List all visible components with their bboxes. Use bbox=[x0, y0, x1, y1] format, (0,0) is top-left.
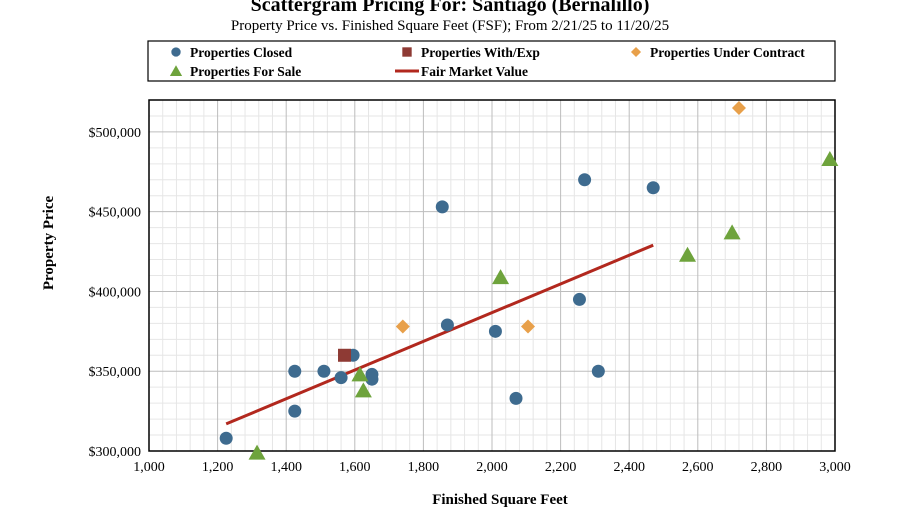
y-tick-label: $300,000 bbox=[89, 445, 142, 460]
series-properties-with-exp bbox=[338, 348, 352, 362]
legend-item-properties-under-contract: Properties Under Contract bbox=[630, 45, 805, 60]
x-tick-label: 2,600 bbox=[682, 460, 714, 475]
properties-closed-point bbox=[509, 391, 523, 405]
properties-under-contract-point bbox=[731, 100, 746, 115]
properties-under-contract-point bbox=[521, 319, 536, 334]
legend-label: Properties Closed bbox=[190, 45, 293, 60]
y-tick-label: $400,000 bbox=[89, 285, 142, 300]
chart-title: Scattergram Pricing For: Santiago (Berna… bbox=[250, 0, 650, 16]
x-tick-label: 1,200 bbox=[202, 460, 234, 475]
x-tick-label: 2,200 bbox=[545, 460, 577, 475]
x-tick-label: 1,400 bbox=[270, 460, 302, 475]
legend-label: Properties Under Contract bbox=[650, 45, 805, 60]
properties-for-sale-point bbox=[492, 269, 510, 285]
properties-for-sale-point bbox=[354, 382, 372, 398]
x-tick-label: 1,600 bbox=[339, 460, 371, 475]
legend-item-properties-closed: Properties Closed bbox=[171, 45, 293, 60]
properties-closed-point bbox=[219, 431, 233, 445]
y-axis-title: Property Price bbox=[41, 196, 57, 291]
properties-closed-point bbox=[646, 181, 660, 195]
legend: Properties Closed Properties With/Exp Prop… bbox=[147, 40, 836, 82]
properties-for-sale-point bbox=[723, 224, 741, 240]
properties-closed-point bbox=[317, 364, 331, 378]
fair-market-value-line bbox=[225, 243, 654, 426]
legend-label: Fair Market Value bbox=[421, 64, 528, 79]
properties-for-sale-point bbox=[821, 151, 839, 167]
legend-item-fair-market-value: Fair Market Value bbox=[395, 64, 528, 79]
properties-closed-point bbox=[488, 324, 502, 338]
properties-closed-point bbox=[572, 292, 586, 306]
series-properties-under-contract bbox=[395, 100, 746, 334]
series-properties-for-sale bbox=[248, 151, 839, 460]
legend-box bbox=[147, 40, 836, 82]
properties-closed-point bbox=[365, 372, 379, 386]
properties-closed-point bbox=[440, 318, 454, 332]
data-series bbox=[219, 100, 839, 460]
properties-under-contract-point bbox=[395, 319, 410, 334]
properties-closed-point bbox=[435, 200, 449, 214]
chart-subtitle: Property Price vs. Finished Square Feet … bbox=[230, 18, 670, 34]
y-tick-label: $450,000 bbox=[89, 206, 142, 221]
series-fair-market-value bbox=[225, 243, 654, 426]
properties-with-exp-point bbox=[338, 348, 352, 362]
x-tick-label: 2,000 bbox=[476, 460, 508, 475]
legend-marker-properties-closed bbox=[171, 47, 181, 57]
y-tick-label: $500,000 bbox=[89, 126, 142, 141]
legend-marker-properties-for-sale bbox=[169, 65, 183, 77]
x-tick-label: 1,800 bbox=[408, 460, 440, 475]
legend-item-properties-with-exp: Properties With/Exp bbox=[402, 45, 540, 60]
properties-closed-point bbox=[288, 404, 302, 418]
x-tick-label: 2,400 bbox=[613, 460, 645, 475]
y-axis-tick-labels: $300,000 $350,000 $400,000 $450,000 $500,000 bbox=[89, 126, 142, 460]
properties-for-sale-point bbox=[351, 366, 369, 382]
plot-area-frame bbox=[148, 99, 836, 452]
properties-closed-point bbox=[578, 173, 592, 187]
legend-marker-properties-with-exp bbox=[402, 47, 412, 57]
x-tick-label: 3,000 bbox=[819, 460, 851, 475]
x-axis-title: Finished Square Feet bbox=[432, 492, 568, 508]
y-tick-label: $350,000 bbox=[89, 365, 142, 380]
properties-for-sale-point bbox=[679, 246, 697, 262]
x-tick-label: 1,000 bbox=[133, 460, 165, 475]
properties-closed-point bbox=[288, 364, 302, 378]
legend-label: Properties For Sale bbox=[190, 64, 301, 79]
properties-for-sale-point bbox=[248, 444, 266, 460]
properties-closed-point bbox=[334, 371, 348, 385]
x-tick-label: 2,800 bbox=[751, 460, 783, 475]
series-properties-closed bbox=[219, 173, 660, 445]
x-axis-tick-labels: 1,000 1,200 1,400 1,600 1,800 2,000 2,200 2,400… bbox=[133, 460, 851, 475]
legend-label: Properties With/Exp bbox=[421, 45, 540, 60]
properties-closed-point bbox=[591, 364, 605, 378]
legend-item-properties-for-sale: Properties For Sale bbox=[169, 64, 301, 79]
